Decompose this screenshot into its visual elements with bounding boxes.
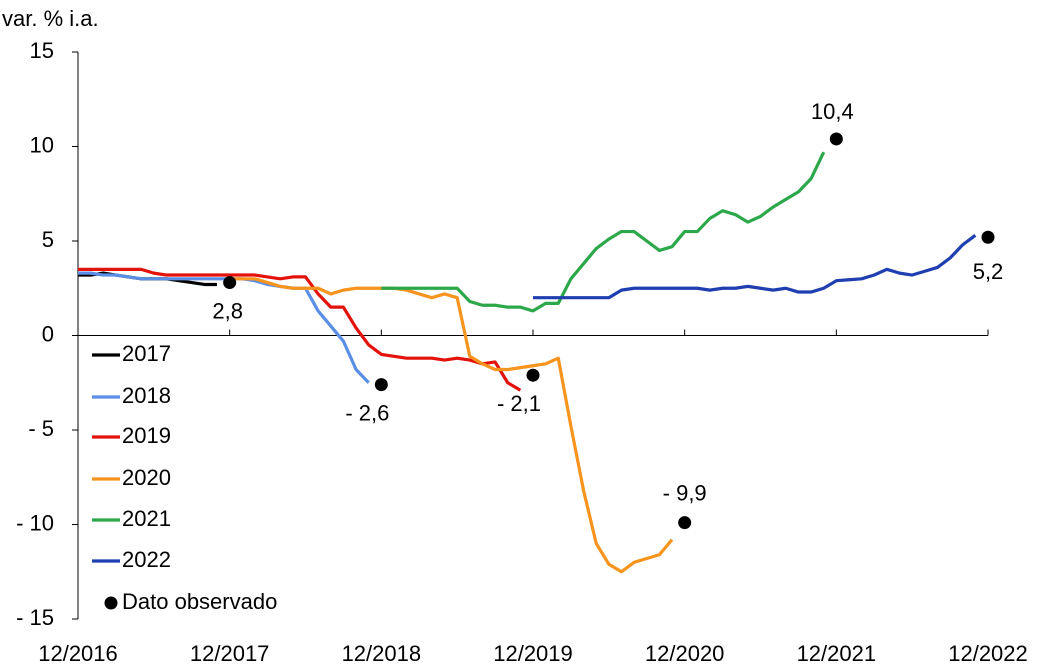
legend-label: 2017 [122,341,171,366]
data-label: 10,4 [811,99,854,124]
x-tick-label: 12/2022 [948,641,1028,666]
observed-dot [829,132,843,146]
x-tick-label: 12/2018 [342,641,422,666]
series-line [78,267,522,392]
data-label: - 2,1 [497,391,541,416]
series-line [78,271,370,384]
x-tick-label: 12/2017 [190,641,270,666]
x-tick-label: 12/2016 [38,641,118,666]
observed-dot [374,378,388,392]
observed-dot [526,368,540,382]
legend-label: Dato observado [122,589,277,614]
y-tick-label: - 10 [16,510,54,535]
legend-label: 2022 [122,547,171,572]
legend-label: 2021 [122,506,171,531]
series-line [381,151,826,313]
data-label: - 9,9 [663,480,707,505]
y-tick-label: 5 [42,227,54,252]
y-tick-label: 15 [30,38,54,63]
legend-label: 2019 [122,423,171,448]
data-label: - 2,6 [345,400,389,425]
legend-swatch [104,596,118,610]
y-tick-label: 0 [42,321,54,346]
legend-label: 2020 [122,465,171,490]
x-tick-label: 12/2021 [797,641,877,666]
legend-label: 2018 [122,383,171,408]
observed-dot [223,276,237,290]
series-line [533,234,977,300]
y-axis-title: var. % i.a. [2,6,99,31]
observed-dot [981,230,995,244]
x-tick-label: 12/2019 [493,641,573,666]
y-tick-label: - 5 [28,416,54,441]
y-tick-label: 10 [30,132,54,157]
data-label: 2,8 [212,298,243,323]
x-tick-label: 12/2020 [645,641,725,666]
series-line [229,277,674,574]
observed-dot [678,516,692,530]
y-tick-label: - 15 [16,605,54,630]
data-label: 5,2 [973,259,1004,284]
